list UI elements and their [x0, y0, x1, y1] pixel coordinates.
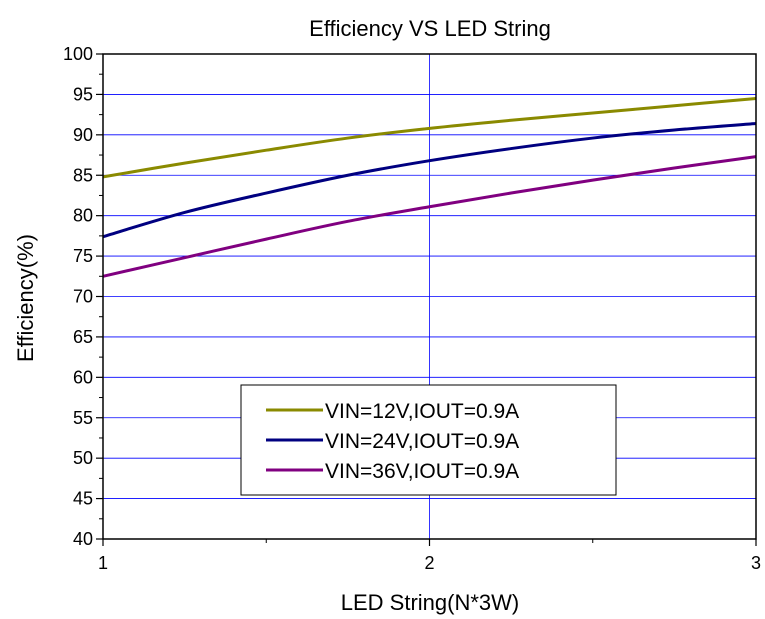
y-axis-label: Efficiency(%)	[13, 234, 38, 362]
x-axis-label: LED String(N*3W)	[341, 590, 519, 615]
y-tick-label: 95	[73, 84, 93, 104]
legend-label-2: VIN=24V,IOUT=0.9A	[325, 430, 519, 453]
legend-label-1: VIN=12V,IOUT=0.9A	[325, 400, 519, 423]
y-tick-label: 100	[63, 44, 93, 64]
y-tick-label: 60	[73, 367, 93, 387]
series-line-3	[102, 155, 757, 278]
axis-ticks	[96, 53, 757, 546]
y-tick-label: 55	[73, 408, 93, 428]
x-tick-label: 3	[751, 553, 761, 573]
chart-title: Efficiency VS LED String	[309, 16, 551, 41]
series-line-1	[102, 96, 757, 179]
y-tick-label: 80	[73, 206, 93, 226]
y-tick-label: 75	[73, 246, 93, 266]
y-tick-label: 70	[73, 287, 93, 307]
series-line-2	[102, 122, 757, 239]
y-tick-label: 90	[73, 125, 93, 145]
legend-label-3: VIN=36V,IOUT=0.9A	[325, 460, 519, 483]
x-tick-label: 1	[98, 553, 108, 573]
y-tick-label: 50	[73, 448, 93, 468]
y-tick-label: 45	[73, 489, 93, 509]
series-lines	[102, 96, 757, 278]
legend: VIN=12V,IOUT=0.9A VIN=24V,IOUT=0.9A VIN=36…	[240, 384, 617, 496]
grid-lines	[103, 54, 756, 539]
tick-labels: 40 45 50 55 60 65 70 75 80 85 90 95 100 1 2 3	[63, 44, 761, 573]
y-tick-label: 65	[73, 327, 93, 347]
x-tick-label: 2	[424, 553, 434, 573]
y-tick-label: 40	[73, 529, 93, 549]
y-tick-label: 85	[73, 165, 93, 185]
